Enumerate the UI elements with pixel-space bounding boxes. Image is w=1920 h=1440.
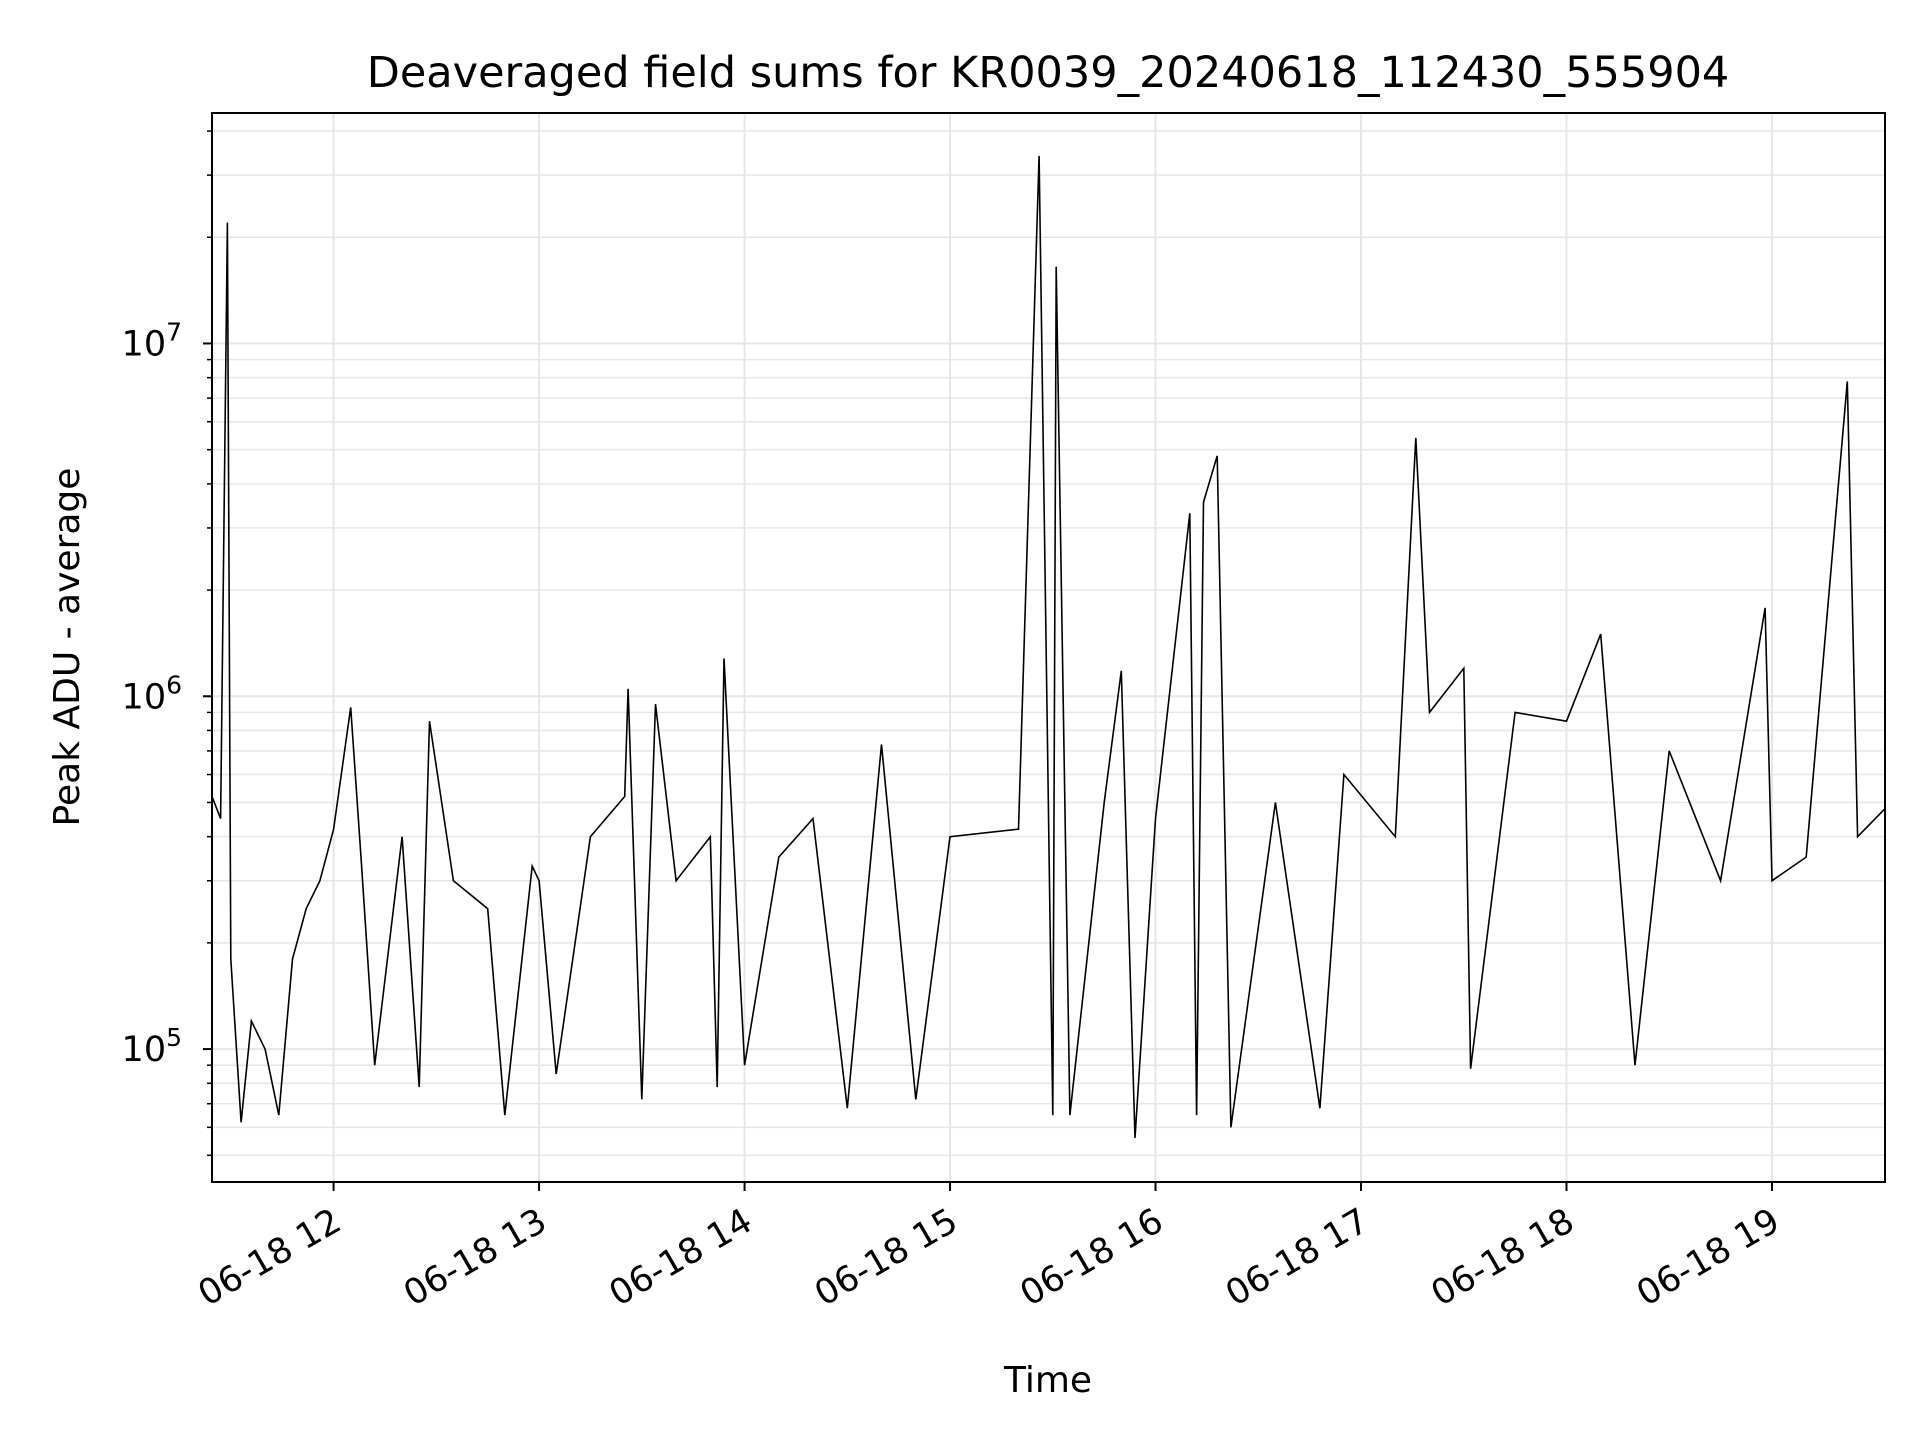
y-tick-label: 106 [122,670,182,717]
x-axis-label: Time [1003,1360,1092,1401]
chart-title: Deaveraged field sums for KR0039_2024061… [367,48,1730,98]
plot-frame [211,112,1886,1183]
series-line [211,155,1886,1138]
y-tick-label: 107 [122,317,182,364]
y-tick-label: 105 [122,1023,182,1070]
y-axis-label: Peak ADU - average [47,468,88,827]
y-axis: 105 106 107 [122,130,212,1157]
series-group [211,155,1886,1138]
